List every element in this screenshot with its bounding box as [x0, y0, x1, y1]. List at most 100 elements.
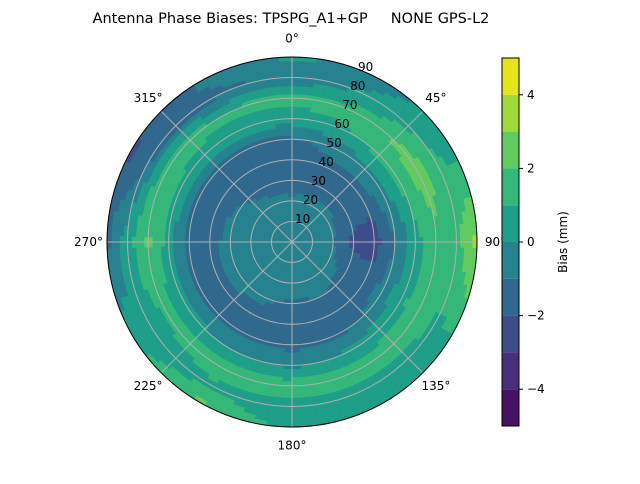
colorbar-band	[502, 168, 519, 205]
colorbar-band	[502, 132, 519, 169]
contour-cell	[292, 291, 296, 295]
contour-cell	[292, 147, 299, 151]
contour-cell	[292, 312, 297, 316]
contour-cell	[286, 328, 292, 332]
contour-cell	[284, 123, 292, 127]
contour-cell	[281, 398, 292, 402]
contour-cell	[280, 69, 292, 74]
contour-cell	[282, 102, 292, 106]
angular-tick-label: 45°	[425, 91, 446, 105]
radial-tick-label: 50	[326, 136, 341, 150]
contour-cell	[292, 152, 298, 156]
contour-cell	[296, 295, 300, 299]
contour-cell	[234, 244, 238, 248]
contour-cell	[292, 332, 299, 336]
contour-cell	[285, 193, 289, 197]
contour-cell	[292, 82, 303, 86]
colorbar-band	[502, 205, 519, 242]
contour-cell	[287, 164, 292, 168]
contour-cell	[292, 336, 299, 340]
contour-cell	[292, 357, 300, 361]
contour-cell	[292, 373, 301, 377]
contour-cell	[288, 184, 292, 188]
contour-cell	[281, 90, 292, 94]
colorbar-band	[502, 58, 519, 95]
radial-tick-label: 20	[303, 193, 318, 207]
contour-cell	[281, 390, 292, 394]
contour-cell	[292, 390, 303, 394]
contour-cell	[285, 147, 292, 151]
contour-cell	[366, 245, 370, 251]
contour-cell	[222, 235, 226, 240]
contour-cell	[292, 143, 299, 147]
contour-cell	[292, 172, 297, 176]
contour-cell	[280, 65, 292, 70]
colorbar-band	[502, 352, 519, 389]
radial-tick-label: 70	[342, 98, 357, 112]
contour-cell	[362, 244, 366, 249]
contour-cell	[282, 377, 292, 381]
contour-cell	[287, 308, 292, 312]
contour-cell	[292, 377, 302, 381]
contour-cell	[287, 316, 292, 320]
radial-tick-label: 90	[358, 60, 373, 74]
contour-cell	[292, 184, 296, 188]
contour-cell	[366, 234, 370, 240]
contour-cell	[283, 373, 292, 377]
contour-cell	[281, 394, 292, 398]
contour-cell	[283, 369, 292, 373]
contour-cell	[280, 410, 292, 415]
colorbar-tick-label: 2	[527, 161, 535, 175]
contour-cell	[279, 61, 292, 66]
contour-cell	[285, 336, 292, 340]
colorbar-tick-label: 0	[527, 235, 535, 249]
contour-cell	[280, 414, 292, 419]
contour-cell	[284, 185, 288, 189]
contour-cell	[292, 349, 300, 353]
contour-cell	[292, 316, 297, 320]
chart-title: Antenna Phase Biases: TPSPG_A1+GP NONE G…	[93, 11, 490, 27]
contour-cell	[289, 193, 292, 197]
angular-tick-label: 135°	[421, 379, 450, 393]
contour-cell	[292, 414, 304, 419]
contour-cell	[292, 308, 297, 312]
contour-cell	[292, 418, 305, 423]
contour-cell	[341, 236, 345, 240]
contour-cell	[292, 328, 298, 332]
contour-cell	[292, 65, 304, 70]
contour-cell	[295, 291, 299, 295]
polar-grid	[107, 57, 477, 427]
colorbar-tick-label: −2	[527, 309, 545, 323]
contour-cell	[202, 245, 207, 251]
contour-cell	[292, 61, 305, 66]
contour-cell	[284, 127, 292, 131]
contour-cell	[218, 244, 222, 249]
contour-cell	[288, 291, 292, 295]
radial-tick-label: 10	[295, 212, 310, 226]
contour-cell	[281, 86, 292, 90]
contour-cell	[281, 82, 292, 86]
contour-cell	[345, 236, 349, 240]
contour-cell	[283, 106, 292, 110]
contour-cell	[222, 244, 226, 249]
colorbar-band	[502, 279, 519, 316]
contour-cell	[288, 299, 292, 303]
contour-cell	[292, 189, 296, 193]
contour-cell	[243, 244, 247, 248]
contour-cell	[337, 237, 341, 241]
angular-tick-label: 180°	[278, 439, 307, 453]
contour-cell	[292, 102, 302, 106]
contour-cell	[292, 369, 301, 373]
contour-cell	[295, 287, 299, 291]
contour-cell	[292, 131, 300, 135]
contour-cell	[286, 152, 292, 156]
contour-cell	[292, 123, 300, 127]
contour-cell	[378, 245, 383, 251]
contour-cell	[284, 353, 292, 357]
angular-tick-label: 270°	[74, 235, 103, 249]
contour-cell	[292, 69, 304, 74]
contour-cell	[287, 172, 292, 176]
contour-cell	[378, 233, 383, 239]
